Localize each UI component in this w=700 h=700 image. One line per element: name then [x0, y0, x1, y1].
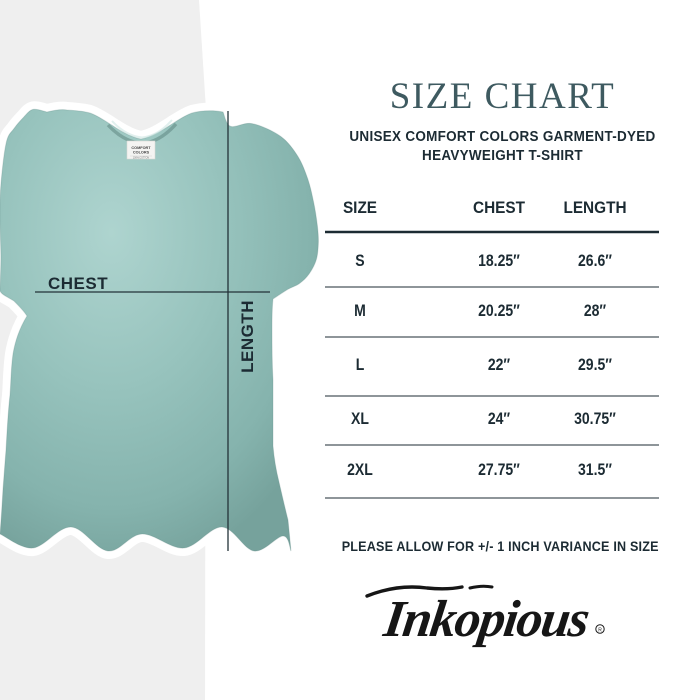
- svg-text:Inkopious: Inkopious: [380, 590, 593, 648]
- svg-text:R: R: [598, 627, 602, 633]
